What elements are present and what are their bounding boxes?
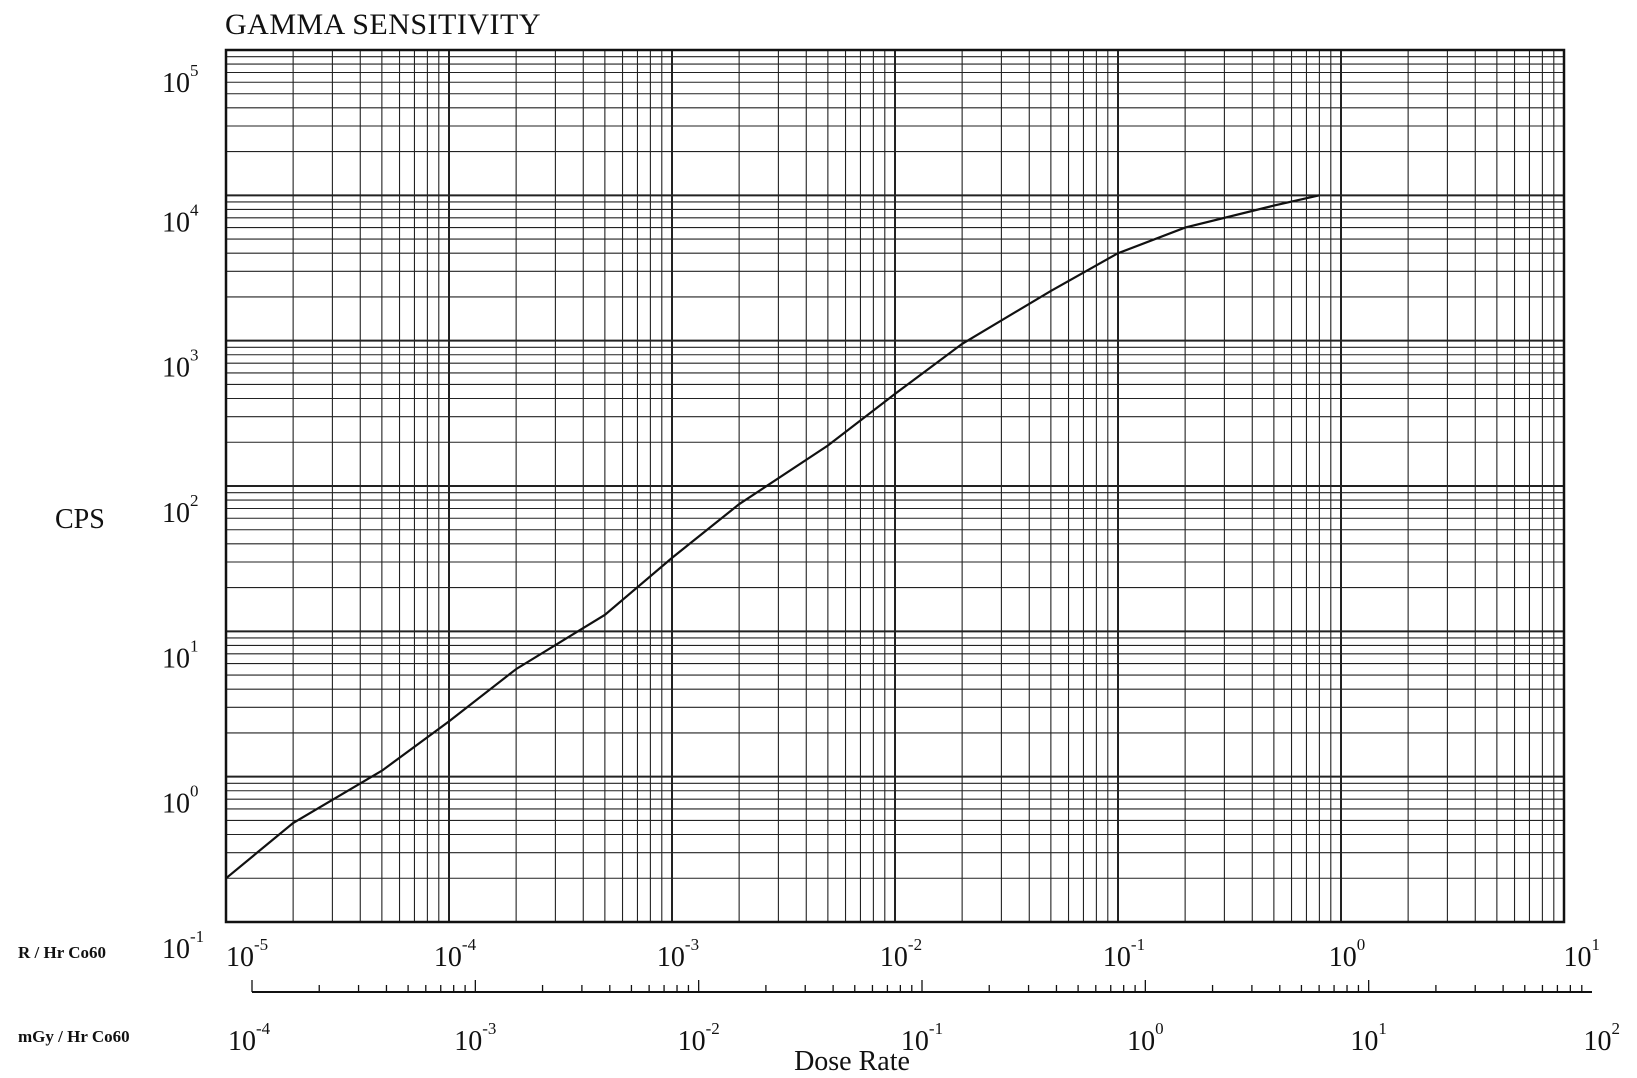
- x-tick-label: 100: [1127, 1019, 1164, 1057]
- y-tick-label: 103: [162, 346, 199, 384]
- x-tick-label: 10-5: [226, 935, 268, 973]
- x-tick-label: 10-3: [454, 1019, 496, 1057]
- chart-title: GAMMA SENSITIVITY: [225, 8, 541, 41]
- x-tick-label: 102: [1584, 1019, 1621, 1057]
- x-axis-label: Dose Rate: [794, 1046, 910, 1077]
- y-tick-label: 101: [162, 636, 199, 674]
- x-tick-label: 10-4: [434, 935, 477, 973]
- x-tick-label: 10-3: [657, 935, 699, 973]
- series-line: [225, 194, 1320, 880]
- x-tick-label: 10-1: [1103, 935, 1145, 973]
- x-axis-row-label: R / Hr Co60: [18, 943, 106, 962]
- y-tick-labels: 105 104 103 102 101 100 10-1: [162, 61, 204, 965]
- x-tick-label: 10-4: [228, 1019, 271, 1057]
- y-tick-label: 10-1: [162, 927, 204, 965]
- series-layer: [225, 194, 1320, 880]
- x-tick-label: 100: [1329, 935, 1366, 973]
- y-tick-label: 104: [162, 200, 199, 238]
- x-tick-label: 101: [1564, 935, 1601, 973]
- x-tick-label: 10-1: [901, 1019, 943, 1057]
- x-axis-mgy-hr: mGy / Hr Co60 10-4 10-3 10-2 10-1 100 101 102: [18, 980, 1620, 1057]
- x-tick-label: 10-2: [678, 1019, 720, 1057]
- x-tick-label: 10-2: [880, 935, 922, 973]
- y-tick-label: 102: [162, 491, 199, 529]
- y-axis-label: CPS: [55, 504, 105, 535]
- plot-frame: [224, 48, 1566, 924]
- y-tick-label: 100: [162, 782, 199, 820]
- x-axis-row-label: mGy / Hr Co60: [18, 1027, 130, 1046]
- y-tick-label: 105: [162, 61, 199, 99]
- x-tick-label: 101: [1350, 1019, 1387, 1057]
- grid: [225, 50, 1564, 923]
- x-axis-r-hr: R / Hr Co60 10-5 10-4 10-3 10-2 10-1 100 101: [18, 935, 1600, 973]
